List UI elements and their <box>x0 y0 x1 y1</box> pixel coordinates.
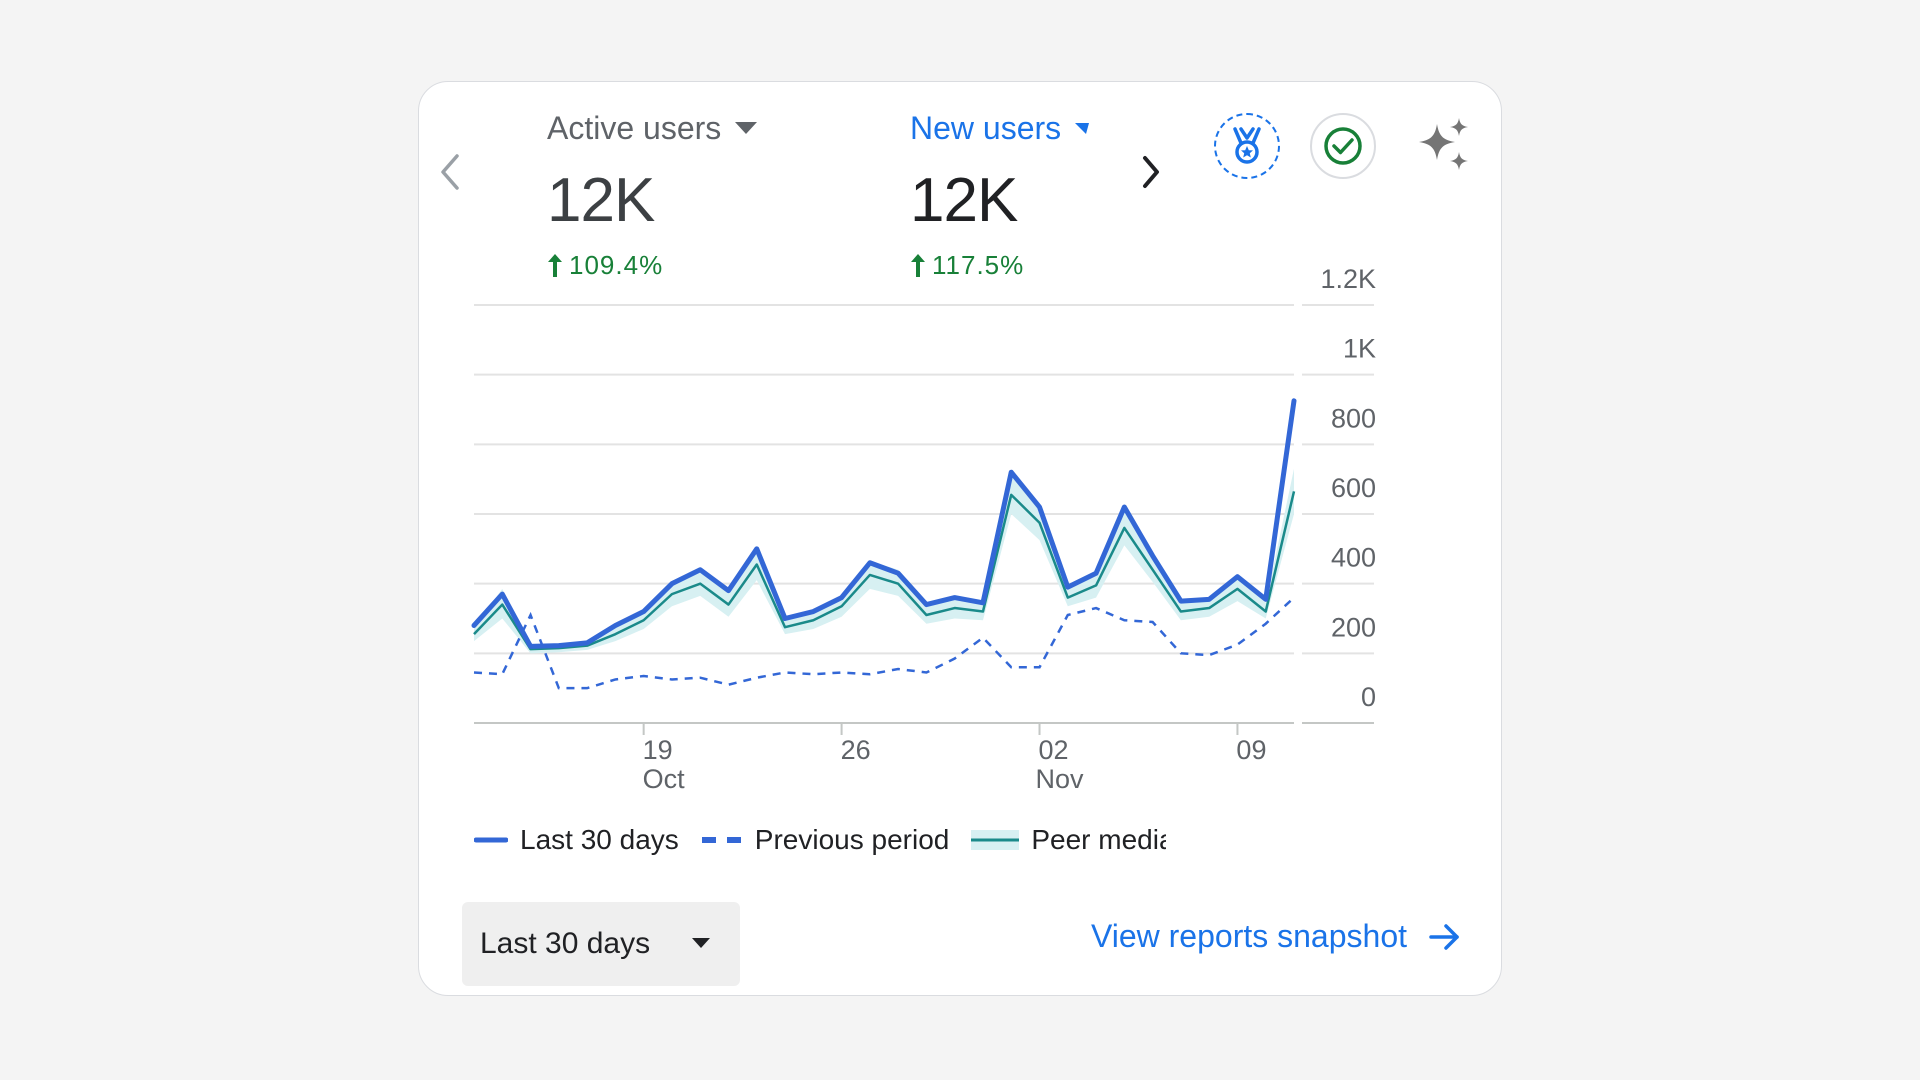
metric-change-value: 117.5% <box>932 250 1025 280</box>
metric-change: 109.4% <box>547 250 757 281</box>
insights-card: Active users 12K 109.4% New users 12K 11… <box>418 81 1502 996</box>
dashed-line-swatch-icon <box>701 837 741 843</box>
y-tick-label: 600 <box>1331 473 1376 503</box>
caret-down-small-icon <box>1075 122 1090 134</box>
chart-peer-band <box>474 468 1294 654</box>
chart-series <box>471 398 1297 690</box>
ai-insights-button[interactable] <box>1409 110 1479 180</box>
achievement-badge-button[interactable] <box>1214 113 1280 179</box>
y-tick-label: 800 <box>1331 403 1376 433</box>
peer-range-band <box>474 468 1294 654</box>
band-swatch-icon <box>971 830 1020 850</box>
chart-gridlines <box>474 304 1374 724</box>
caret-down-icon <box>735 121 758 134</box>
arrow-right-icon <box>1429 923 1459 950</box>
legend-label: Last 30 days <box>520 824 679 855</box>
x-tick-label: 09 <box>1236 735 1266 765</box>
x-tick-label: 26 <box>841 735 871 765</box>
view-reports-snapshot-link[interactable]: View reports snapshot <box>1091 918 1461 955</box>
chevron-right-icon <box>1143 156 1159 188</box>
date-range-dropdown[interactable]: Last 30 days <box>462 902 740 986</box>
x-tick-sublabel: Oct <box>643 764 686 794</box>
series-last-30-days <box>471 398 1297 649</box>
arrow-up-icon <box>911 253 925 277</box>
y-tick-label: 0 <box>1361 682 1376 712</box>
series-previous-period <box>473 596 1295 690</box>
metric-change-value: 109.4% <box>569 250 664 280</box>
caret-down-icon <box>692 938 710 948</box>
metric-label: Active users <box>547 110 722 146</box>
chart-y-axis: 0 200 400 600 800 1K 1.2K <box>1320 264 1376 712</box>
medal-icon <box>1233 127 1261 164</box>
x-tick-sublabel: Nov <box>1036 764 1085 794</box>
y-tick-label: 1.2K <box>1320 264 1376 294</box>
link-label: View reports snapshot <box>1090 918 1407 954</box>
check-circle-icon <box>1324 127 1362 165</box>
metric-new-users-selector[interactable]: New users <box>910 110 1090 147</box>
legend-item-peer-median[interactable]: Peer median and range: Shc <box>971 824 1166 856</box>
metric-active-users-selector[interactable]: Active users <box>547 110 758 147</box>
metric-label: New users <box>910 110 1062 146</box>
status-check-button[interactable] <box>1310 113 1376 179</box>
legend-item-previous-period[interactable]: Previous period <box>701 824 950 856</box>
arrow-up-icon <box>548 253 562 277</box>
next-metric-button[interactable] <box>1131 147 1171 197</box>
metric-value: 12K <box>910 166 1018 235</box>
y-tick-label: 1K <box>1343 334 1376 364</box>
x-tick-label: 19 <box>643 735 673 765</box>
metric-new-users[interactable]: New users 12K 117.5% <box>910 110 1090 281</box>
previous-metric-button[interactable] <box>431 147 471 197</box>
metric-change: 117.5% <box>910 250 1089 281</box>
sparkle-icon <box>1419 118 1468 170</box>
legend-label: Previous period <box>754 824 950 855</box>
chart-legend: Last 30 days Previous period Peer median… <box>474 824 1166 856</box>
y-tick-label: 200 <box>1331 612 1376 642</box>
solid-line-swatch-icon <box>474 837 508 843</box>
y-tick-label: 400 <box>1331 543 1376 573</box>
x-tick-label: 02 <box>1038 735 1068 765</box>
legend-label: Peer median and range: Shc <box>1031 824 1166 855</box>
metric-value: 12K <box>547 166 655 235</box>
series-peer-median <box>473 491 1296 651</box>
metric-active-users[interactable]: Active users 12K 109.4% <box>547 110 758 281</box>
date-range-label: Last 30 days <box>480 927 651 960</box>
legend-item-last-30-days[interactable]: Last 30 days <box>474 824 679 856</box>
chevron-left-icon <box>441 154 459 190</box>
